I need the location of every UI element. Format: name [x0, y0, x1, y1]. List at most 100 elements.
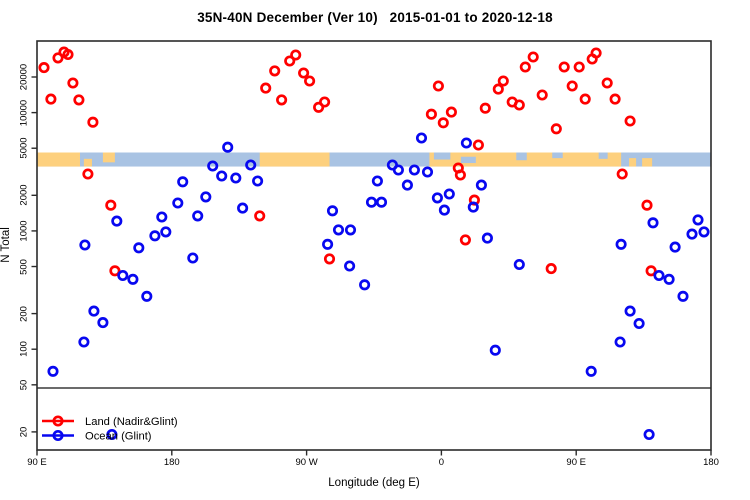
x-tick-label: 90 W — [295, 457, 318, 468]
data-point-ocean — [392, 164, 404, 176]
y-tick-label: 2000 — [18, 184, 30, 206]
data-point-ocean — [172, 197, 184, 209]
data-point-land — [62, 48, 74, 61]
data-point-ocean — [647, 217, 659, 229]
data-point-land — [304, 75, 316, 87]
data-point-land — [425, 108, 437, 120]
data-point-ocean — [47, 365, 59, 377]
data-point-ocean — [467, 201, 479, 213]
data-point-land — [445, 106, 457, 118]
x-axis-label: Longitude (deg E) — [328, 477, 420, 489]
data-point-ocean — [653, 269, 665, 282]
data-point-ocean — [663, 273, 675, 285]
plot-border — [36, 40, 712, 451]
data-point-land — [319, 96, 331, 108]
data-point-ocean — [252, 175, 264, 187]
data-point-ocean — [200, 191, 212, 203]
data-point-land — [87, 116, 99, 128]
data-point-land — [513, 99, 525, 111]
data-point-ocean — [443, 188, 455, 200]
data-point-ocean — [141, 290, 153, 302]
data-point-land — [519, 61, 531, 73]
ocean-strip-patch — [433, 152, 451, 160]
data-point-land — [492, 83, 504, 95]
data-point-ocean — [359, 279, 371, 291]
legend-marker — [52, 429, 64, 442]
y-tick-label: 200 — [18, 305, 30, 322]
x-tick-label: 90 E — [27, 457, 47, 468]
data-point-ocean — [460, 137, 472, 149]
data-point-land — [641, 199, 653, 211]
data-point-land — [497, 75, 509, 87]
ocean-strip-patch — [598, 152, 608, 159]
x-tick-label: 90 E — [566, 457, 586, 468]
data-point-ocean — [106, 428, 118, 441]
y-tick-label: 500 — [18, 258, 30, 275]
y-tick-label: 10000 — [18, 99, 30, 126]
data-point-ocean — [489, 344, 501, 356]
legend-label: Ocean (Glint) — [85, 431, 152, 443]
x-tick-label: 180 — [163, 457, 180, 468]
data-point-ocean — [633, 317, 645, 330]
data-point-ocean — [344, 224, 357, 236]
data-point-ocean — [97, 317, 109, 329]
data-point-land — [109, 265, 121, 277]
y-tick-label: 20000 — [18, 63, 30, 91]
data-point-land — [472, 139, 484, 151]
data-point-land — [105, 199, 117, 211]
data-point-ocean — [692, 214, 704, 226]
data-point-land — [558, 61, 570, 73]
data-point-land — [609, 93, 621, 105]
data-point-land — [432, 80, 444, 92]
data-point-ocean — [698, 226, 710, 238]
data-point-land — [38, 62, 50, 74]
data-point-land — [454, 169, 466, 181]
data-point-land — [290, 49, 302, 61]
data-point-ocean — [365, 196, 378, 208]
data-point-ocean — [149, 230, 161, 242]
data-point-ocean — [156, 211, 168, 223]
data-point-ocean — [624, 305, 636, 317]
data-point-ocean — [207, 160, 219, 172]
land-strip-segment — [259, 152, 330, 167]
data-point-land — [566, 80, 578, 92]
data-point-ocean — [643, 428, 655, 441]
data-point-ocean — [408, 164, 420, 176]
y-axis-label: N Total — [0, 227, 12, 263]
data-point-land — [82, 168, 94, 180]
data-point-ocean — [79, 239, 91, 251]
data-point-ocean — [177, 176, 189, 188]
data-point-land — [254, 210, 266, 222]
data-point-land — [276, 94, 288, 106]
data-point-land — [601, 77, 613, 89]
data-point-ocean — [332, 224, 345, 236]
data-point-land — [284, 55, 296, 67]
data-point-ocean — [127, 273, 139, 285]
data-point-ocean — [111, 215, 123, 227]
data-point-ocean — [326, 205, 339, 217]
data-point-land — [579, 93, 591, 105]
data-point-ocean — [475, 179, 487, 191]
data-point-land — [313, 101, 325, 113]
data-point-land — [527, 51, 539, 63]
data-point-ocean — [481, 232, 493, 244]
land-strip-segment — [83, 158, 92, 167]
y-tick-label: 1000 — [18, 220, 30, 242]
data-point-ocean — [216, 170, 228, 182]
land-strip-segment — [102, 152, 115, 163]
data-point-land — [550, 123, 562, 135]
data-point-ocean — [344, 260, 356, 272]
data-point-ocean — [513, 258, 525, 271]
data-point-ocean — [401, 179, 413, 191]
data-point-ocean — [615, 238, 627, 250]
ocean-strip-patch — [552, 152, 563, 159]
data-point-ocean — [677, 290, 689, 302]
data-point-ocean — [237, 202, 249, 214]
data-point-ocean — [371, 175, 383, 187]
data-point-ocean — [669, 241, 681, 253]
chart-title: 35N-40N December (Ver 10) 2015-01-01 to … — [197, 10, 553, 25]
data-point-ocean — [421, 166, 434, 178]
data-point-ocean — [192, 210, 204, 222]
y-tick-label: 50 — [18, 379, 30, 391]
